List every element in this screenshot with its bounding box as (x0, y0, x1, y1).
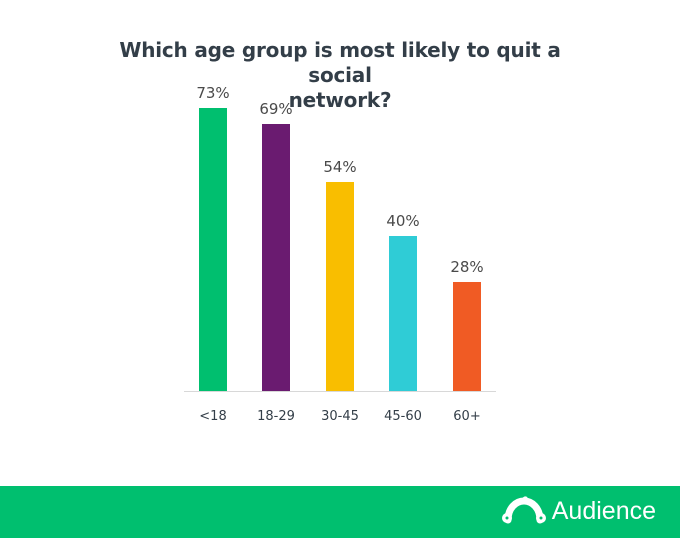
footer-banner: Audience (0, 486, 680, 538)
category-label: 18-29 (257, 409, 295, 424)
x-axis-line (184, 391, 496, 392)
category-label: 45-60 (384, 409, 422, 424)
value-label: 69% (259, 100, 293, 118)
value-label: 73% (196, 84, 230, 102)
brand-name: Audience (551, 496, 656, 525)
chart-title: Which age group is most likely to quit a… (100, 38, 580, 113)
brand-logo: Audience (501, 496, 656, 526)
category-label: 60+ (453, 409, 481, 424)
bar-4 (453, 282, 481, 391)
bar-0 (199, 108, 227, 391)
bar-1 (262, 124, 290, 391)
category-label: <18 (199, 409, 227, 424)
title-line-1: Which age group is most likely to quit a… (119, 38, 561, 87)
category-label: 30-45 (321, 409, 359, 424)
value-label: 54% (323, 158, 357, 176)
monkey-logo-icon (501, 496, 546, 524)
value-label: 40% (386, 212, 420, 230)
bar-3 (389, 236, 417, 391)
value-label: 28% (450, 258, 484, 276)
title-line-2: network? (288, 88, 392, 112)
bar-2 (326, 182, 354, 391)
